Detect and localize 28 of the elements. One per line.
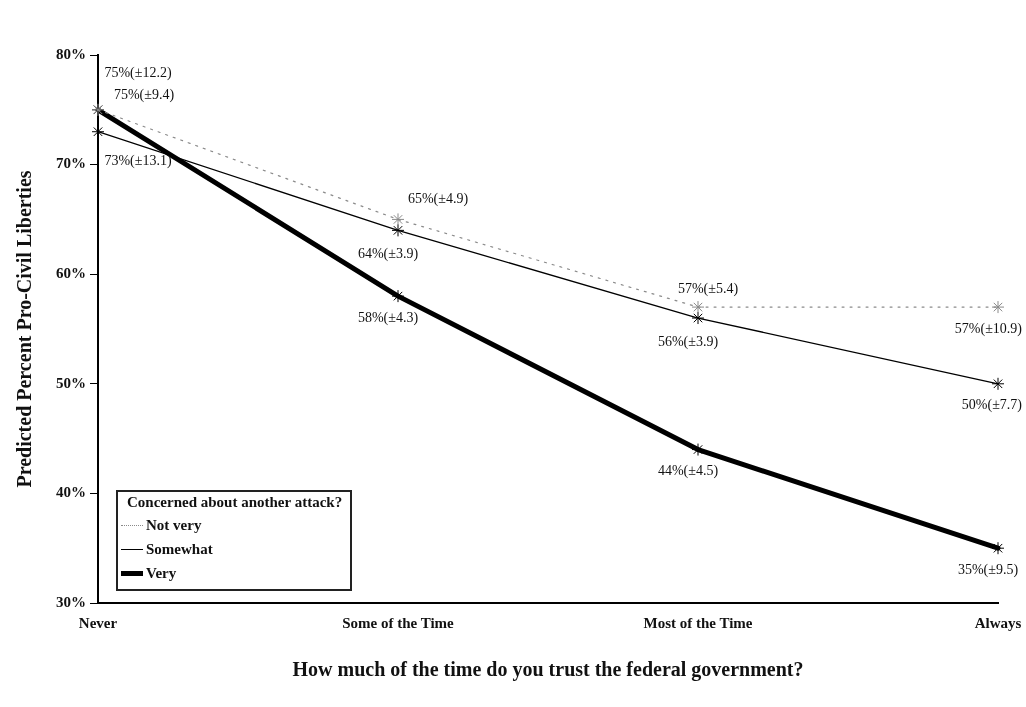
y-tick-label: 60% <box>56 265 86 282</box>
data-label: 44%(±4.5) <box>657 463 719 480</box>
legend-label: Not very <box>146 516 202 534</box>
y-tick-label: 80% <box>56 45 86 62</box>
x-tick-label: Never <box>78 614 118 631</box>
x-tick-label: Always <box>974 614 1022 631</box>
y-tick-label: 40% <box>56 484 86 501</box>
data-label: 73%(±13.1) <box>104 153 172 170</box>
data-label: 75%(±9.4) <box>113 87 175 104</box>
data-label: 56%(±3.9) <box>657 333 719 350</box>
legend-label: Very <box>146 564 177 582</box>
y-tick-label: 70% <box>56 155 86 172</box>
legend-label: Somewhat <box>146 540 213 558</box>
data-label: 57%(±10.9) <box>954 320 1023 337</box>
data-label: 75%(±12.2) <box>104 65 172 82</box>
data-label: 50%(±7.7) <box>961 397 1023 414</box>
y-tick-label: 30% <box>56 593 86 610</box>
data-label: 65%(±4.9) <box>407 191 469 208</box>
x-tick-label: Some of the Time <box>342 614 455 631</box>
y-tick-label: 50% <box>56 374 86 391</box>
data-label: 64%(±3.9) <box>357 246 419 263</box>
x-axis-title: How much of the time do you trust the federal government? <box>292 658 804 682</box>
data-label: 57%(±5.4) <box>677 280 739 297</box>
legend-title: Concerned about another attack? <box>126 494 343 511</box>
x-tick-label: Most of the Time <box>643 614 753 631</box>
data-label: 58%(±4.3) <box>357 309 419 326</box>
data-label: 35%(±9.5) <box>957 561 1019 578</box>
y-axis-title: Predicted Percent Pro-Civil Liberties <box>13 170 36 488</box>
